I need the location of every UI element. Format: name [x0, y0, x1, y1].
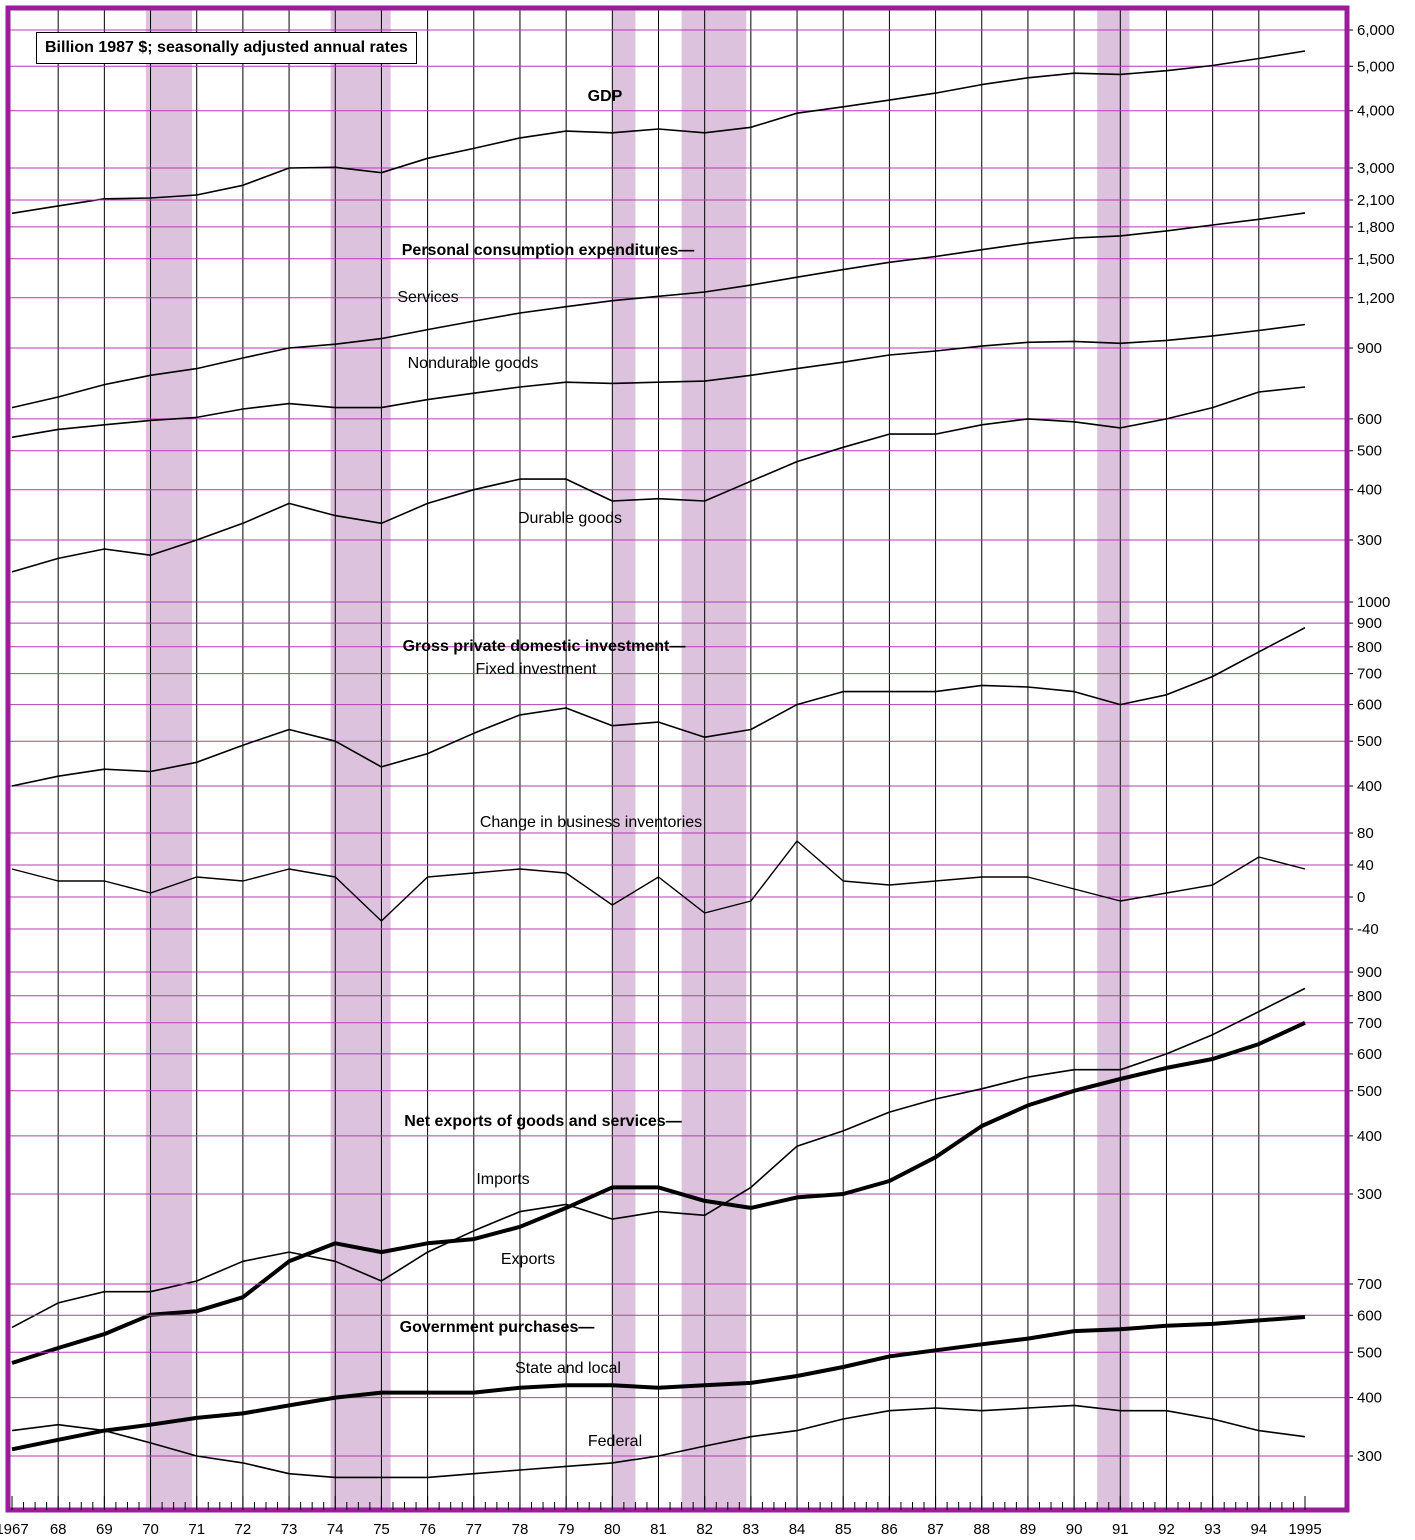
label-federal: Federal [588, 1433, 642, 1450]
y-tick-label-5-3: 400 [1357, 1390, 1382, 1407]
y-tick-label-2-0: 1000 [1357, 594, 1390, 611]
series-line-3-0 [11, 840, 1306, 922]
y-tick-label-3-3: -40 [1357, 921, 1379, 938]
x-tick-label-26: 93 [1204, 1521, 1221, 1538]
x-tick-label-1: 68 [50, 1521, 67, 1538]
x-tick-label-20: 87 [927, 1521, 944, 1538]
y-tick-label-2-3: 700 [1357, 666, 1382, 683]
x-tick-label-18: 85 [835, 1521, 852, 1538]
x-tick-label-24: 91 [1112, 1521, 1129, 1538]
y-tick-label-3-1: 40 [1357, 857, 1374, 874]
label-services: Services [397, 289, 458, 306]
series-line-5-1 [11, 1404, 1306, 1479]
y-tick-label-4-0: 900 [1357, 964, 1382, 981]
y-tick-label-3-2: 0 [1357, 889, 1365, 906]
label-inventories: Change in business inventories [480, 814, 702, 831]
x-tick-label-13: 80 [604, 1521, 621, 1538]
y-tick-label-2-6: 400 [1357, 778, 1382, 795]
y-tick-label-1-4: 900 [1357, 340, 1382, 357]
x-tick-label-11: 78 [512, 1521, 529, 1538]
y-tick-label-1-8: 300 [1357, 532, 1382, 549]
x-tick-label-15: 82 [696, 1521, 713, 1538]
x-tick-label-17: 84 [789, 1521, 806, 1538]
x-tick-label-21: 88 [973, 1521, 990, 1538]
y-tick-label-4-5: 400 [1357, 1128, 1382, 1145]
label-gpdi: Gross private domestic investment— [403, 638, 686, 655]
y-tick-label-1-5: 600 [1357, 411, 1382, 428]
y-tick-label-0-3: 3,000 [1357, 160, 1395, 177]
recession-band-2 [612, 8, 636, 1510]
x-tick-label-3: 70 [142, 1521, 159, 1538]
y-tick-label-1-0: 2,100 [1357, 192, 1395, 209]
x-tick-label-6: 73 [281, 1521, 298, 1538]
y-tick-label-4-6: 300 [1357, 1186, 1382, 1203]
y-tick-label-5-2: 500 [1357, 1344, 1382, 1361]
y-tick-label-0-1: 5,000 [1357, 58, 1395, 75]
y-tick-label-4-3: 600 [1357, 1046, 1382, 1063]
y-tick-label-4-4: 500 [1357, 1083, 1382, 1100]
y-tick-label-2-4: 600 [1357, 697, 1382, 714]
series-line-5-0 [11, 1315, 1306, 1452]
y-tick-label-4-1: 800 [1357, 988, 1382, 1005]
series-line-1-0 [11, 212, 1306, 409]
y-tick-label-3-0: 80 [1357, 825, 1374, 842]
x-tick-label-9: 76 [419, 1521, 436, 1538]
y-tick-label-0-0: 6,000 [1357, 22, 1395, 39]
y-tick-label-1-6: 500 [1357, 443, 1382, 460]
label-nondurable: Nondurable goods [408, 355, 539, 372]
x-tick-label-4: 71 [188, 1521, 205, 1538]
y-tick-label-2-2: 800 [1357, 639, 1382, 656]
units-note: Billion 1987 $; seasonally adjusted annu… [36, 32, 417, 64]
series-line-2-0 [11, 626, 1306, 787]
label-imports: Imports [476, 1171, 529, 1188]
x-tick-label-25: 92 [1158, 1521, 1175, 1538]
x-tick-label-8: 75 [373, 1521, 390, 1538]
y-tick-label-1-2: 1,500 [1357, 251, 1395, 268]
series-line-1-1 [11, 323, 1306, 439]
x-tick-label-12: 79 [558, 1521, 575, 1538]
recession-band-3 [681, 8, 747, 1510]
y-tick-label-5-0: 700 [1357, 1276, 1382, 1293]
y-tick-label-2-5: 500 [1357, 733, 1382, 750]
label-govt: Government purchases— [400, 1319, 595, 1336]
label-exports: Exports [501, 1251, 555, 1268]
recession-band-4 [1097, 8, 1130, 1510]
x-tick-label-16: 83 [743, 1521, 760, 1538]
y-tick-label-1-3: 1,200 [1357, 290, 1395, 307]
label-pce: Personal consumption expenditures— [402, 242, 695, 259]
label-fixed: Fixed investment [476, 661, 597, 678]
x-tick-label-14: 81 [650, 1521, 667, 1538]
series-line-4-0 [11, 987, 1306, 1329]
y-tick-label-2-1: 900 [1357, 615, 1382, 632]
x-tick-label-23: 90 [1066, 1521, 1083, 1538]
label-durable: Durable goods [518, 510, 622, 527]
x-tick-label-5: 72 [235, 1521, 252, 1538]
series-line-1-2 [11, 386, 1306, 573]
x-tick-label-10: 77 [465, 1521, 482, 1538]
x-tick-label-7: 74 [327, 1521, 344, 1538]
y-tick-label-4-2: 700 [1357, 1015, 1382, 1032]
chart-frame [5, 5, 1350, 1513]
series-line-0-0 [11, 50, 1306, 215]
x-tick-label-28: 1995 [1288, 1521, 1321, 1538]
y-tick-label-1-7: 400 [1357, 482, 1382, 499]
x-tick-label-22: 89 [1020, 1521, 1037, 1538]
label-netexports: Net exports of goods and services— [404, 1113, 681, 1130]
x-tick-label-2: 69 [96, 1521, 113, 1538]
x-tick-label-27: 94 [1250, 1521, 1267, 1538]
label-statelocal: State and local [515, 1360, 621, 1377]
label-gdp: GDP [588, 88, 623, 105]
x-tick-label-0: 1967 [0, 1521, 29, 1538]
y-tick-label-0-2: 4,000 [1357, 103, 1395, 120]
y-tick-label-5-1: 600 [1357, 1307, 1382, 1324]
y-tick-label-5-4: 300 [1357, 1448, 1382, 1465]
x-tick-label-19: 86 [881, 1521, 898, 1538]
series-line-4-1 [11, 1020, 1306, 1365]
y-tick-label-1-1: 1,800 [1357, 219, 1395, 236]
recession-band-0 [145, 8, 193, 1510]
